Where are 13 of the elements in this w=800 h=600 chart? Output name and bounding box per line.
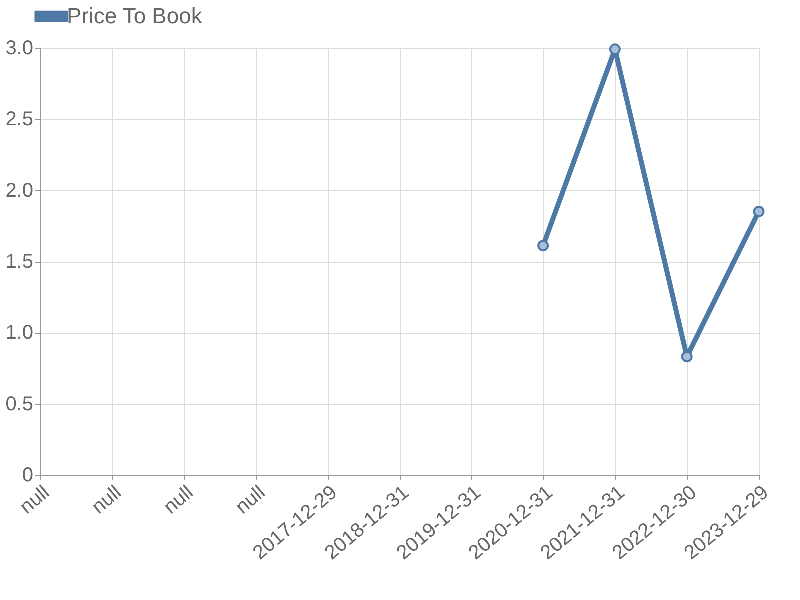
- x-tick-label: null: [88, 482, 126, 519]
- point: [753, 206, 765, 218]
- y-tick-label: 2.5: [6, 108, 34, 131]
- point: [681, 351, 693, 363]
- y-tick-label: 1.0: [6, 322, 34, 344]
- y-tick-label: 0.5: [6, 393, 34, 416]
- legend-label: Price To Book: [67, 4, 204, 28]
- x-tick-label: null: [160, 482, 198, 519]
- y-tick-label: 1.5: [6, 251, 34, 273]
- point: [609, 44, 621, 56]
- y-tick-label: 2.0: [6, 180, 34, 202]
- y-tick-label: 3.0: [6, 38, 34, 60]
- point: [538, 240, 550, 252]
